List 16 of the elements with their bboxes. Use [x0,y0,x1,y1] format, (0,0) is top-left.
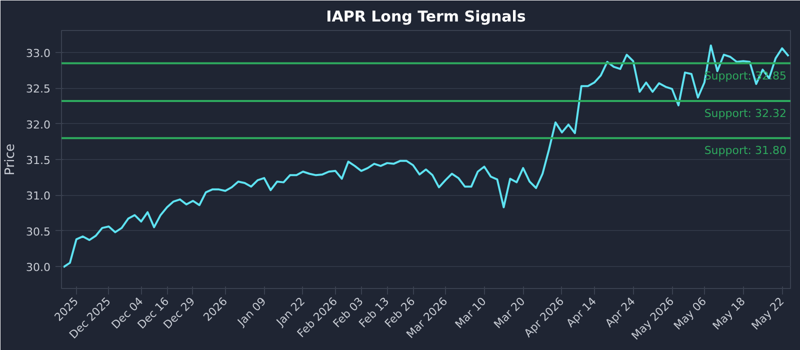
x-tick-label: Mar 10 [452,294,489,332]
y-tick-label: 32.5 [26,82,51,96]
chart-title: IAPR Long Term Signals [326,8,526,26]
x-tick-label: Apr 24 [602,294,638,330]
ref-line-label: Support: 32.32 [704,107,787,120]
y-tick-label: 33.0 [26,47,51,60]
y-tick-label: 32.0 [26,118,51,132]
y-axis-title: Price [3,144,18,176]
ref-line-label: Support: 31.80 [704,144,787,158]
y-tick-label: 31.0 [26,190,51,203]
x-tick-label: Jan 09 [234,294,269,330]
y-tick-label: 30.5 [26,225,51,238]
line-series [62,44,790,268]
x-tick-label: Apr 14 [564,294,599,330]
y-tick-label: 30.0 [26,260,51,274]
y-tick-label: 31.5 [26,154,51,167]
